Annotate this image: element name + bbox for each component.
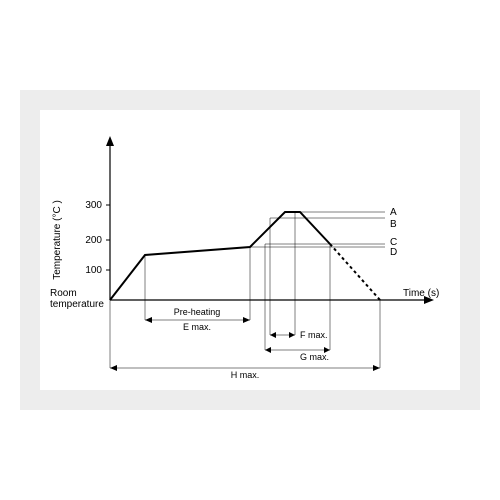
marker-A: A [390,207,397,218]
span-H-label: H max. [231,370,260,380]
marker-D: D [390,247,397,258]
x-axis-label: Time (s) [403,288,439,299]
ytick-label-300: 300 [85,200,102,211]
origin-label-2: temperature [50,299,104,310]
span-H-arrow-l-icon [110,365,117,371]
span-E-label-2: E max. [183,322,211,332]
temp-profile-cooldown [330,244,380,300]
span-F-arrow-l-icon [270,332,276,338]
span-G-label: G max. [300,352,329,362]
span-E-arrow-r-icon [243,317,250,323]
span-E-label-1: Pre-heating [174,307,221,317]
ytick-label-100: 100 [85,265,102,276]
span-F-label: F max. [300,330,328,340]
temp-profile-line [110,212,330,300]
ytick-label-200: 200 [85,235,102,246]
origin-label-1: Room [50,288,77,299]
chart-outer-panel: 100 200 300 Temperature (°C ) Room tempe… [20,90,480,410]
span-H-arrow-r-icon [373,365,380,371]
chart-inner-panel: 100 200 300 Temperature (°C ) Room tempe… [40,110,460,390]
span-E-arrow-l-icon [145,317,152,323]
marker-B: B [390,219,397,230]
y-axis-label: Temperature (°C ) [52,200,63,280]
span-G-arrow-l-icon [265,347,271,353]
span-F-arrow-r-icon [289,332,295,338]
reflow-profile-chart: 100 200 300 Temperature (°C ) Room tempe… [40,110,460,390]
y-axis-arrow-icon [106,136,114,146]
